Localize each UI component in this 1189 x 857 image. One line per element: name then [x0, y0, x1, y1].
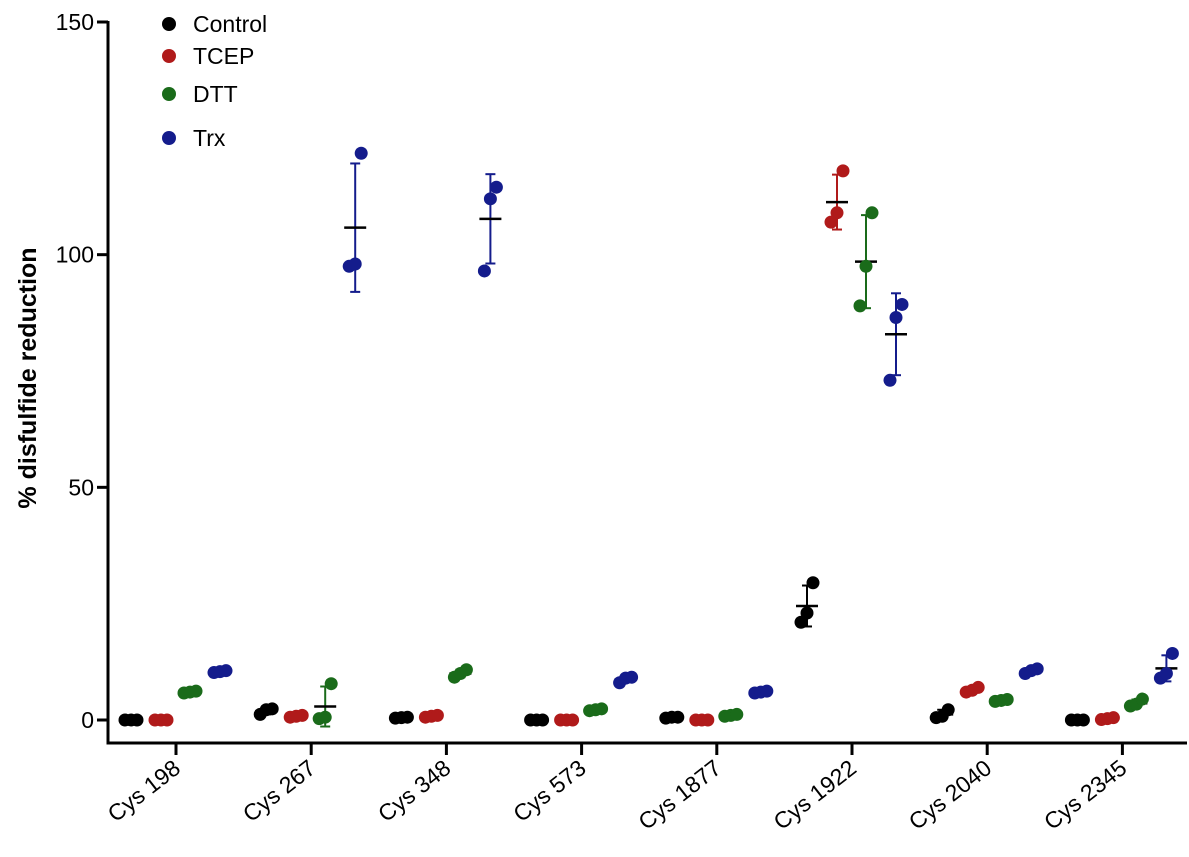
data-point: [400, 710, 414, 724]
data-point: [1030, 662, 1044, 676]
data-point: [477, 264, 491, 278]
x-tick-label: Cys 348: [373, 754, 455, 826]
x-tick-label: Cys 198: [103, 754, 185, 826]
data-point: [830, 206, 844, 220]
legend-marker: [162, 131, 176, 145]
data-points: [118, 146, 1179, 727]
x-tick-label: Cys 1877: [633, 754, 726, 834]
y-axis-label: % disfulfide reduction: [14, 247, 42, 508]
data-point: [536, 713, 550, 727]
legend: Control TCEP DTT Trx: [162, 11, 267, 151]
data-point: [265, 702, 279, 716]
legend-label: Control: [193, 11, 267, 37]
data-point: [1106, 711, 1120, 725]
data-point: [348, 257, 362, 271]
data-point: [971, 680, 985, 694]
data-point: [859, 259, 873, 273]
legend-marker: [162, 17, 176, 31]
legend-marker: [162, 87, 176, 101]
x-tick-label: Cys 267: [238, 754, 320, 826]
data-point: [806, 576, 820, 590]
x-tick-label: Cys 2345: [1039, 754, 1132, 834]
x-tick-label: Cys 1922: [768, 754, 861, 834]
data-point: [1076, 713, 1090, 727]
data-point: [1135, 692, 1149, 706]
data-point: [701, 713, 715, 727]
data-point: [941, 703, 955, 717]
data-point: [354, 146, 368, 160]
legend-label: TCEP: [193, 43, 254, 69]
data-point: [324, 677, 338, 691]
data-point: [1165, 646, 1179, 660]
data-point: [430, 708, 444, 722]
data-point: [824, 215, 838, 229]
data-point: [853, 299, 867, 313]
data-point: [895, 297, 909, 311]
data-point: [595, 702, 609, 716]
data-point: [489, 180, 503, 194]
data-point: [483, 192, 497, 206]
data-point: [760, 684, 774, 698]
data-point: [800, 606, 814, 620]
data-point: [883, 373, 897, 387]
x-tick-label: Cys 2040: [904, 754, 997, 834]
data-point: [459, 663, 473, 677]
data-point: [295, 708, 309, 722]
data-point: [219, 664, 233, 678]
data-point: [730, 707, 744, 721]
x-tick-label: Cys 573: [508, 754, 590, 826]
legend-label: Trx: [193, 125, 226, 151]
legend-label: DTT: [193, 81, 238, 107]
data-point: [1000, 693, 1014, 707]
y-tick-label: 150: [56, 9, 94, 35]
data-point: [1159, 666, 1173, 680]
y-tick-label: 0: [81, 707, 94, 733]
legend-marker: [162, 49, 176, 63]
data-point: [794, 615, 808, 629]
data-point: [566, 713, 580, 727]
data-point: [836, 164, 850, 178]
data-point: [889, 310, 903, 324]
y-tick-label: 50: [68, 474, 94, 500]
data-point: [130, 713, 144, 727]
data-point: [318, 710, 332, 724]
y-tick-label: 100: [56, 242, 94, 268]
error-bars: [120, 162, 1178, 728]
data-point: [865, 206, 879, 220]
data-point: [189, 684, 203, 698]
data-point: [160, 713, 174, 727]
data-point: [625, 670, 639, 684]
data-point: [671, 710, 685, 724]
